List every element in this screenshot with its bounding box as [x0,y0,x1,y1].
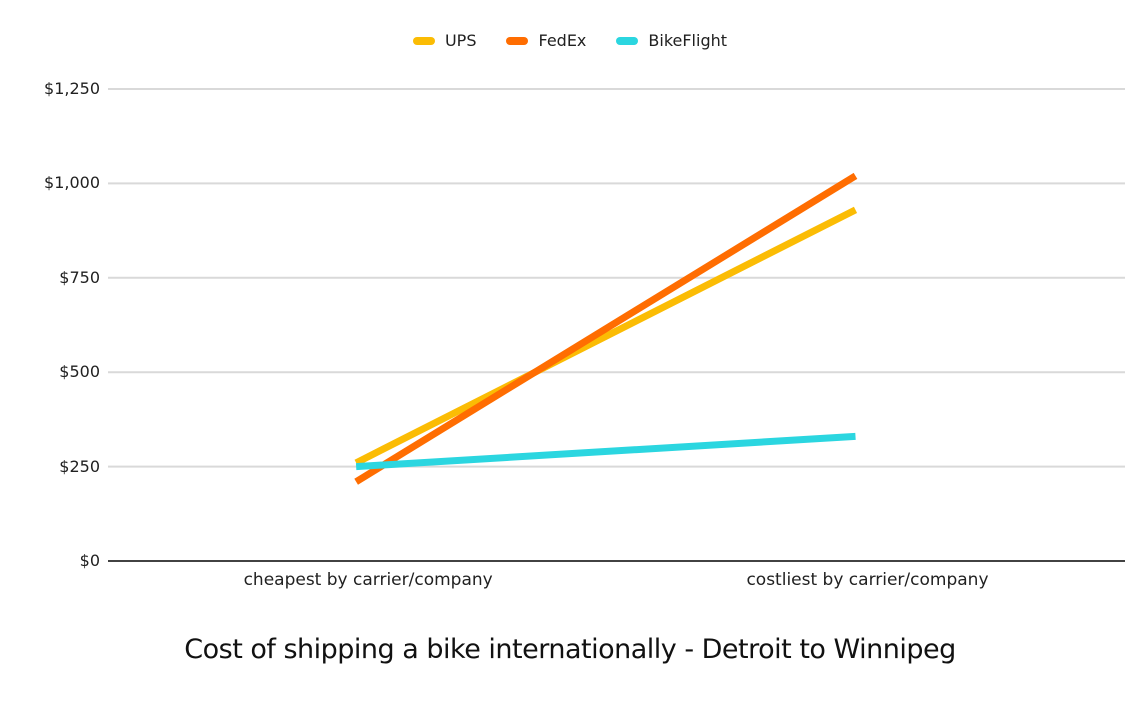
legend-swatch-fedex [506,37,529,45]
legend-label-bikeflight: BikeFlight [648,31,728,50]
y-tick-label: $250 [59,456,100,476]
x-axis-label-cheapest: cheapest by carrier/company [243,570,493,590]
series-line-ups [354,206,858,466]
y-tick-label: $1,250 [44,79,100,98]
chart-legend: UPS FedEx BikeFlight [0,33,1140,49]
legend-label-ups: UPS [444,31,477,50]
legend-swatch-bikeflight [616,37,639,45]
chart-title: Cost of shipping a bike internationally … [184,634,956,665]
legend-item-fedex: FedEx [506,33,586,49]
legend-swatch-ups [412,37,435,45]
y-tick-label: $500 [59,362,100,382]
y-tick-label: $1,000 [44,173,100,193]
series-line-fedex [354,172,858,485]
legend-item-bikeflight: BikeFlight [616,33,727,49]
y-tick-label: $0 [79,551,100,570]
x-axis-label-costliest: costliest by carrier/company [746,570,989,590]
series-line-bikeflight [355,432,856,471]
legend-label-fedex: FedEx [538,31,587,50]
legend-item-ups: UPS [412,31,477,50]
y-tick-label: $750 [59,267,100,287]
